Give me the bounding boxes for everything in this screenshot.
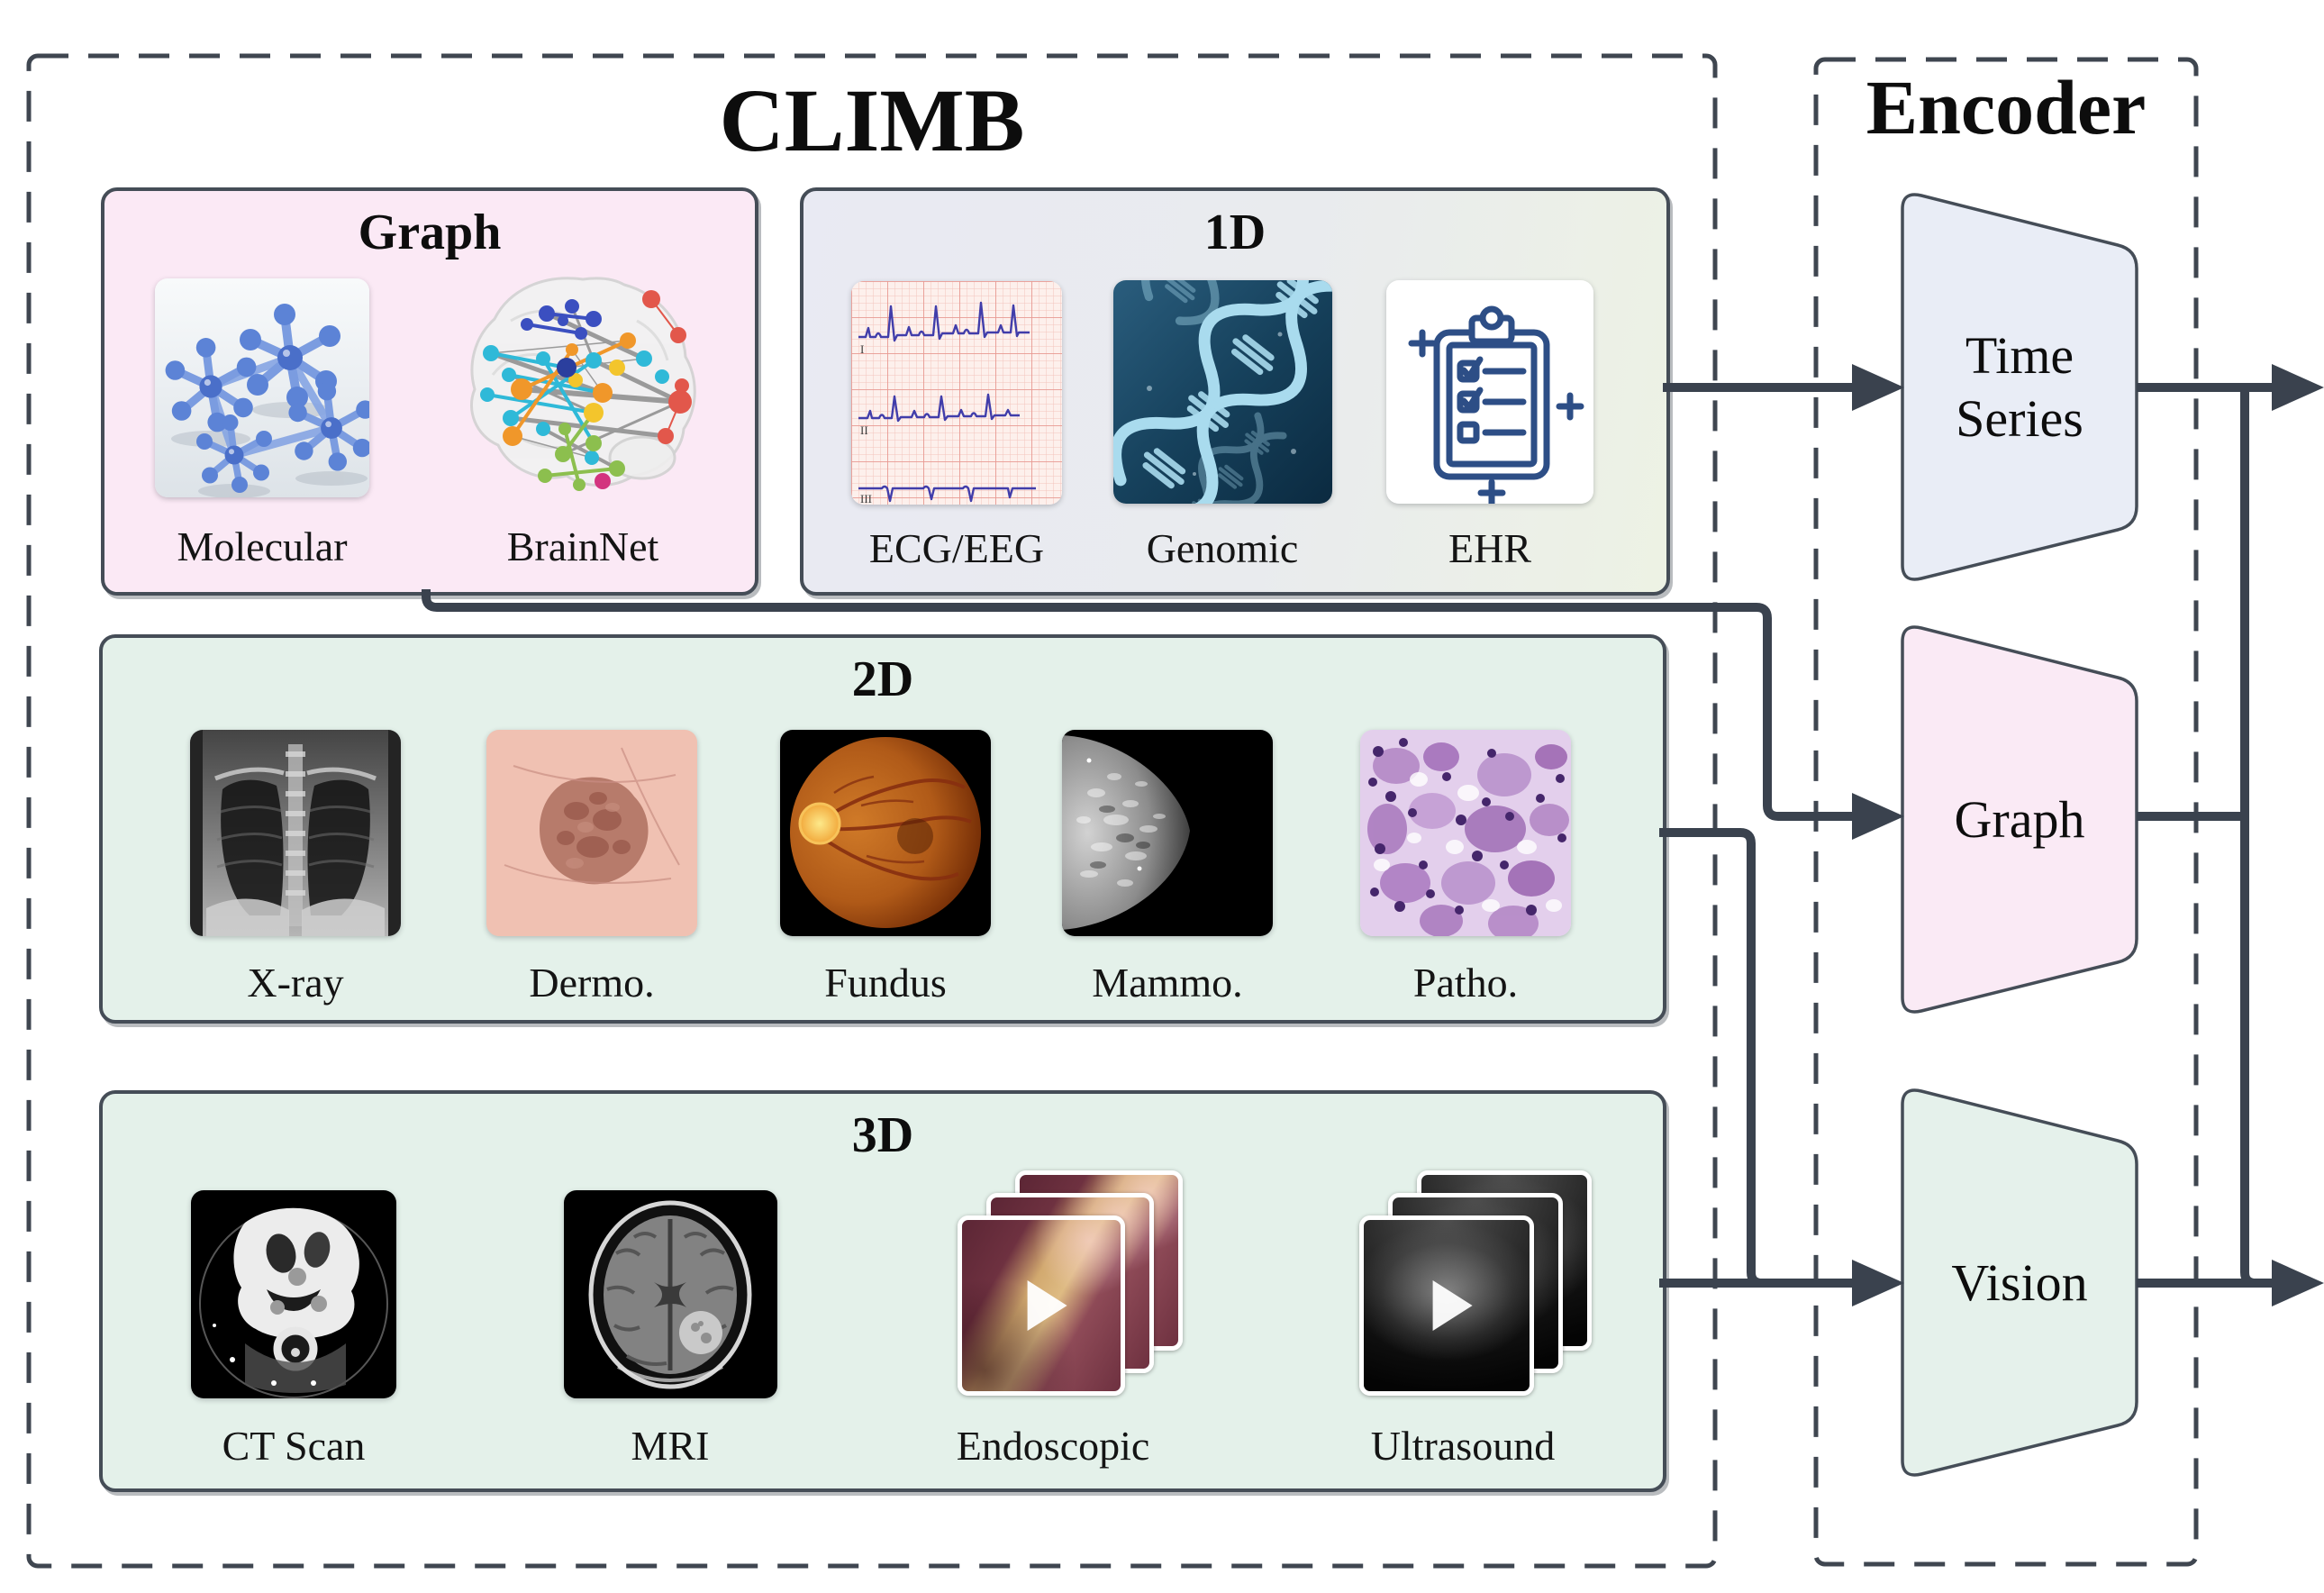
brain-mri-image: [564, 1190, 777, 1398]
two-d-box-title: 2D: [851, 651, 914, 707]
encoder-section-title: Encoder: [1866, 64, 2147, 150]
retinal-fundus-image: [780, 730, 991, 936]
arrowhead-into-vision: [1852, 1260, 1904, 1306]
modality-caption: BrainNet: [506, 523, 659, 569]
dermoscopy-image: [486, 730, 697, 936]
modality-caption: EHR: [1448, 525, 1531, 571]
arrowhead-into-time-series: [1852, 364, 1904, 411]
svg-text:I: I: [860, 342, 864, 356]
svg-text:III: III: [860, 492, 872, 505]
three-d-modality-box: 3D: [99, 1090, 1666, 1492]
three-d-box-title: 3D: [851, 1107, 914, 1163]
histopathology-image: [1360, 730, 1571, 936]
vision-encoder-label: Vision: [1951, 1253, 2088, 1313]
one-d-modality-box: 1D: [800, 187, 1670, 596]
climb-section-title: CLIMB: [719, 70, 1025, 170]
modality-caption: Ultrasound: [1370, 1423, 1556, 1469]
graph-modality-box: Graph: [101, 187, 758, 596]
one-d-box-title: 1D: [1203, 205, 1266, 260]
play-icon: [1027, 1280, 1067, 1331]
ultrasound-video-thumbnail: [1359, 1170, 1592, 1396]
connector-2d-to-vision: [1659, 828, 1763, 1288]
endoscopy-video-thumbnail: [958, 1170, 1183, 1396]
arrowhead-into-graph: [1852, 793, 1904, 840]
svg-text:II: II: [860, 423, 868, 437]
modality-caption: MRI: [631, 1423, 710, 1469]
modality-caption: Mammo.: [1092, 960, 1243, 1006]
modality-caption: Genomic: [1146, 525, 1299, 571]
brain-connectome-image: [457, 267, 709, 492]
modality-caption: Dermo.: [529, 960, 655, 1006]
chest-xray-image: [190, 730, 401, 936]
connector-output-bus: [2240, 387, 2256, 1288]
ct-slice-image: [191, 1190, 396, 1398]
modality-caption: Fundus: [824, 960, 947, 1006]
modality-caption: X-ray: [247, 960, 344, 1006]
modality-caption: Molecular: [177, 523, 348, 569]
modality-caption: Patho.: [1412, 960, 1519, 1006]
play-icon: [1432, 1280, 1473, 1331]
ultrasound-frame-front: [1359, 1215, 1534, 1396]
arrowhead-output-top: [2272, 364, 2324, 411]
ehr-clipboard-icon: [1386, 280, 1593, 504]
ecg-strip-image: I II III: [851, 281, 1062, 505]
graph-box-title: Graph: [358, 205, 502, 260]
mammogram-image: [1062, 730, 1273, 936]
modality-caption: Endoscopic: [956, 1423, 1150, 1469]
two-d-modality-box: 2D: [99, 634, 1666, 1024]
molecular-structure-image: [155, 278, 369, 497]
endoscopy-frame-front: [958, 1215, 1125, 1396]
modality-caption: CT Scan: [222, 1423, 366, 1469]
arrowhead-output-bottom: [2272, 1260, 2324, 1306]
dna-helix-image: [1113, 280, 1332, 504]
time-series-encoder-label: Time Series: [1956, 326, 2083, 448]
graph-encoder-label: Graph: [1954, 790, 2085, 850]
modality-caption: ECG/EEG: [868, 525, 1045, 571]
